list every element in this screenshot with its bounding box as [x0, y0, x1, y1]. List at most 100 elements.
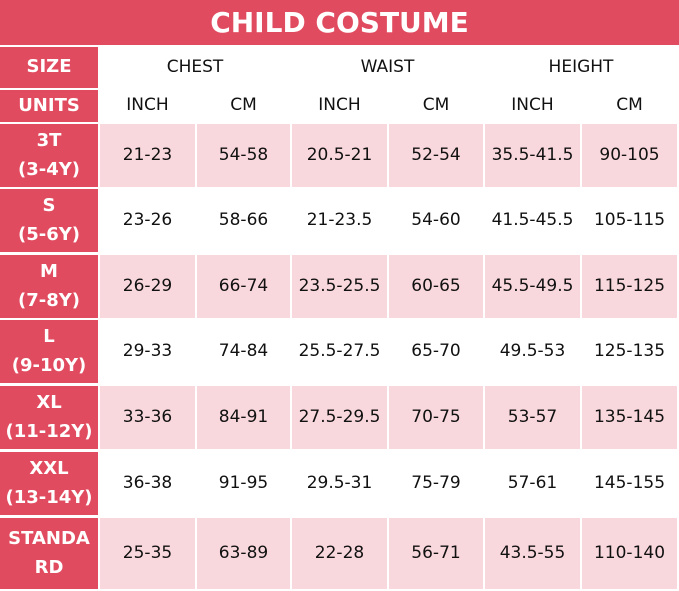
value: 65-70 [411, 340, 461, 361]
value: 75-79 [411, 472, 461, 493]
value: 54-58 [218, 144, 269, 165]
unit-label: INCH [318, 95, 361, 116]
unit-cell: INCH [485, 90, 580, 122]
value: 145-155 [593, 472, 666, 493]
value: 21-23 [122, 144, 173, 165]
age-label: (3-4Y) [17, 158, 80, 180]
size-label: L [43, 325, 55, 347]
unit-label: CM [422, 95, 450, 116]
unit-label: INCH [126, 95, 169, 116]
value-cell: 90-105 [582, 124, 677, 187]
value-cell: 56-71 [389, 518, 483, 589]
unit-cell: CM [582, 90, 677, 122]
size-label: XXL [29, 457, 69, 479]
value-cell: 54-58 [197, 124, 290, 187]
value: 33-36 [122, 406, 173, 427]
value-cell: 22-28 [292, 518, 387, 589]
size-cell: S (5-6Y) [0, 189, 98, 252]
title: CHILD COSTUME [0, 0, 679, 45]
value-cell: 27.5-29.5 [292, 386, 387, 449]
age-label: (9-10Y) [11, 354, 87, 376]
size-label: XL [36, 391, 62, 413]
size-cell: XXL (13-14Y) [0, 452, 98, 515]
group-header: WAIST [360, 56, 415, 77]
group-header: HEIGHT [548, 56, 614, 77]
value: 36-38 [122, 472, 173, 493]
value: 60-65 [411, 275, 461, 296]
value: 29-33 [122, 340, 173, 361]
value: 84-91 [218, 406, 269, 427]
value-cell: 66-74 [197, 255, 290, 318]
value-cell: 52-54 [389, 124, 483, 187]
value-cell: 23.5-25.5 [292, 255, 387, 318]
value-cell: 25-35 [100, 518, 195, 589]
value: 105-115 [593, 209, 666, 230]
value: 45.5-49.5 [491, 275, 574, 296]
unit-cell: INCH [292, 90, 387, 122]
value-cell: 29.5-31 [292, 452, 387, 515]
value-cell: 145-155 [582, 452, 677, 515]
value: 20.5-21 [306, 144, 373, 165]
unit-cell: CM [389, 90, 483, 122]
value-cell: 49.5-53 [485, 320, 580, 383]
value: 58-66 [218, 209, 269, 230]
value: 27.5-29.5 [298, 406, 381, 427]
value: 53-57 [507, 406, 558, 427]
value: 26-29 [122, 275, 173, 296]
value: 91-95 [218, 472, 269, 493]
value-cell: 21-23 [100, 124, 195, 187]
size-header-cell: SIZE [0, 47, 98, 88]
value-cell: 110-140 [582, 518, 677, 589]
size-cell: M (7-8Y) [0, 255, 98, 318]
value-cell: 105-115 [582, 189, 677, 252]
value-cell: 26-29 [100, 255, 195, 318]
group-header: CHEST [166, 56, 224, 77]
group-header-cell: WAIST [292, 47, 483, 88]
value-cell: 23-26 [100, 189, 195, 252]
value: 35.5-41.5 [491, 144, 574, 165]
size-label: M [40, 260, 58, 282]
age-label: (11-12Y) [5, 420, 93, 442]
value-cell: 84-91 [197, 386, 290, 449]
value-cell: 35.5-41.5 [485, 124, 580, 187]
size-cell: 3T (3-4Y) [0, 124, 98, 187]
value-cell: 29-33 [100, 320, 195, 383]
value-cell: 53-57 [485, 386, 580, 449]
value: 74-84 [218, 340, 269, 361]
value: 43.5-55 [499, 542, 566, 563]
value: 52-54 [411, 144, 461, 165]
value-cell: 54-60 [389, 189, 483, 252]
value-cell: 74-84 [197, 320, 290, 383]
size-cell: STANDARD [0, 518, 98, 589]
value: 90-105 [599, 144, 660, 165]
value-cell: 33-36 [100, 386, 195, 449]
size-header: SIZE [26, 56, 72, 78]
unit-cell: INCH [100, 90, 195, 122]
group-header-cell: CHEST [100, 47, 290, 88]
units-header-cell: UNITS [0, 90, 98, 122]
value: 63-89 [218, 542, 269, 563]
size-label: STANDARD [8, 527, 90, 578]
value: 23-26 [122, 209, 173, 230]
value-cell: 20.5-21 [292, 124, 387, 187]
value: 57-61 [507, 472, 558, 493]
unit-label: CM [230, 95, 257, 116]
value: 110-140 [593, 542, 666, 563]
value: 56-71 [411, 542, 461, 563]
value-cell: 125-135 [582, 320, 677, 383]
value-cell: 45.5-49.5 [485, 255, 580, 318]
value-cell: 43.5-55 [485, 518, 580, 589]
unit-cell: CM [197, 90, 290, 122]
size-label: 3T [36, 129, 62, 151]
value: 54-60 [411, 209, 461, 230]
unit-label: INCH [511, 95, 554, 116]
value-cell: 115-125 [582, 255, 677, 318]
value-cell: 60-65 [389, 255, 483, 318]
value: 22-28 [314, 542, 365, 563]
size-label: S [42, 194, 56, 216]
age-label: (5-6Y) [17, 223, 80, 245]
value: 70-75 [411, 406, 461, 427]
value-cell: 75-79 [389, 452, 483, 515]
value: 66-74 [218, 275, 269, 296]
